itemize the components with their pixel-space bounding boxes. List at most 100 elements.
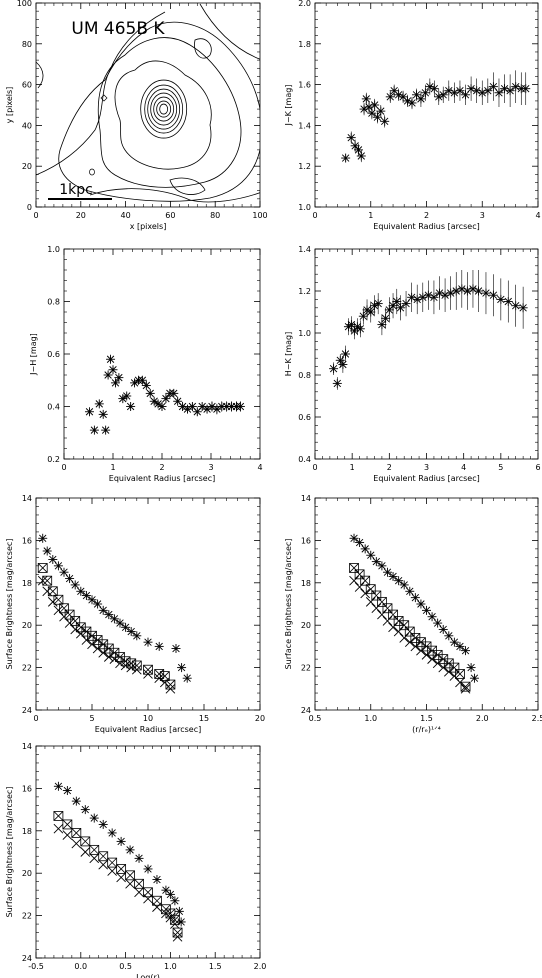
marker-stroke — [121, 623, 130, 632]
marker-stroke — [412, 91, 421, 99]
data-point — [98, 647, 109, 658]
contour-line — [89, 188, 260, 203]
x-axis-label: Equivalent Radius [arcsec] — [95, 725, 201, 734]
marker-stroke — [90, 814, 98, 822]
data-point — [394, 576, 404, 586]
x-axis-label: Log(r) — [136, 973, 160, 978]
marker-stroke — [170, 915, 180, 925]
data-point — [81, 635, 92, 645]
marker-stroke — [353, 323, 362, 331]
marker-stroke — [98, 639, 108, 650]
data-point — [134, 878, 144, 889]
data-point — [401, 299, 411, 309]
marker-stroke — [377, 609, 387, 620]
data-point — [427, 645, 437, 656]
y-axis-label: J−K [mag] — [284, 85, 293, 127]
marker-stroke — [341, 350, 350, 358]
y-tick-label: 60 — [22, 81, 32, 90]
data-point — [443, 658, 454, 669]
marker-stroke — [80, 836, 91, 847]
series-1 — [349, 563, 471, 692]
y-tick-label: 1.0 — [298, 203, 311, 212]
x-tick-label: 1.5 — [420, 714, 433, 723]
marker-stroke — [512, 302, 520, 310]
marker-box — [89, 844, 100, 855]
marker-stroke — [115, 373, 123, 382]
marker-stroke — [400, 581, 408, 589]
marker-stroke — [42, 586, 53, 597]
marker-box — [449, 662, 460, 673]
data-point — [455, 669, 465, 679]
data-point — [65, 574, 75, 584]
contour-line — [97, 37, 242, 188]
marker-stroke — [393, 626, 404, 637]
marker-stroke — [432, 650, 443, 660]
data-point — [98, 819, 108, 829]
marker-box — [388, 609, 398, 620]
data-point — [382, 616, 393, 626]
marker-stroke — [165, 912, 176, 923]
y-tick-label: 1.2 — [298, 162, 311, 171]
data-point — [59, 567, 69, 577]
marker-stroke — [430, 293, 438, 301]
data-point — [161, 394, 171, 404]
marker-stroke — [173, 397, 182, 405]
marker-stroke — [408, 99, 416, 107]
marker-stroke — [427, 654, 437, 664]
series-0 — [349, 533, 479, 683]
marker-stroke — [497, 295, 505, 304]
marker-box — [382, 603, 393, 614]
contour-line — [169, 177, 206, 195]
data-point — [53, 605, 64, 616]
y-tick-label: 1.4 — [298, 121, 311, 130]
data-point — [157, 402, 167, 411]
data-point — [89, 813, 99, 823]
data-point — [370, 100, 380, 110]
data-point — [399, 620, 410, 631]
data-point — [421, 650, 432, 660]
y-tick-label: 16 — [22, 536, 32, 545]
marker-stroke — [372, 557, 381, 566]
marker-stroke — [70, 624, 81, 635]
chart-panel-hk: 0 1 2 3 4 5 6 0.4 0.6 0.8 1.0 1.2 1.4 Equivalent Radi… — [284, 245, 541, 483]
marker-stroke — [404, 626, 415, 637]
x-tick-label: 100 — [252, 211, 267, 220]
marker-stroke — [367, 308, 375, 316]
y-tick-label: 22 — [22, 664, 32, 673]
data-point — [143, 893, 153, 904]
data-point — [37, 563, 48, 573]
marker-stroke — [461, 646, 470, 655]
chart-panel-sb_quarter: 0.5 1.0 1.5 2.0 2.5 14 16 18 20 22 24 (r/rₑ)¹ᐟ⁴ Surf… — [284, 494, 542, 734]
marker-stroke — [406, 587, 414, 595]
y-axis-label: Surface Brightness [mag/arcsec] — [5, 539, 14, 670]
data-point — [42, 575, 53, 586]
marker-stroke — [162, 886, 170, 894]
data-point — [429, 84, 439, 94]
marker-box — [70, 616, 81, 626]
marker-stroke — [417, 600, 425, 608]
marker-stroke — [460, 681, 471, 692]
x-tick-label: 0 — [312, 211, 317, 220]
data-point — [393, 626, 404, 637]
marker-stroke — [403, 97, 412, 105]
marker-stroke — [144, 865, 152, 873]
marker-stroke — [72, 797, 81, 805]
data-point — [169, 388, 179, 398]
data-point — [377, 609, 387, 620]
marker-stroke — [363, 306, 371, 314]
marker-stroke — [421, 650, 432, 660]
marker-stroke — [456, 642, 464, 651]
marker-stroke — [506, 87, 514, 95]
x-tick-label: 3 — [480, 211, 485, 220]
data-point — [449, 662, 460, 673]
data-point — [455, 641, 465, 651]
contour-line — [114, 60, 212, 170]
y-tick-label: 20 — [22, 162, 32, 171]
marker-stroke — [370, 101, 379, 109]
y-tick-label: 0.6 — [298, 413, 311, 422]
data-point — [125, 878, 135, 889]
data-point — [173, 396, 183, 406]
marker-stroke — [165, 908, 176, 919]
marker-stroke — [360, 575, 370, 586]
data-point — [93, 599, 103, 609]
